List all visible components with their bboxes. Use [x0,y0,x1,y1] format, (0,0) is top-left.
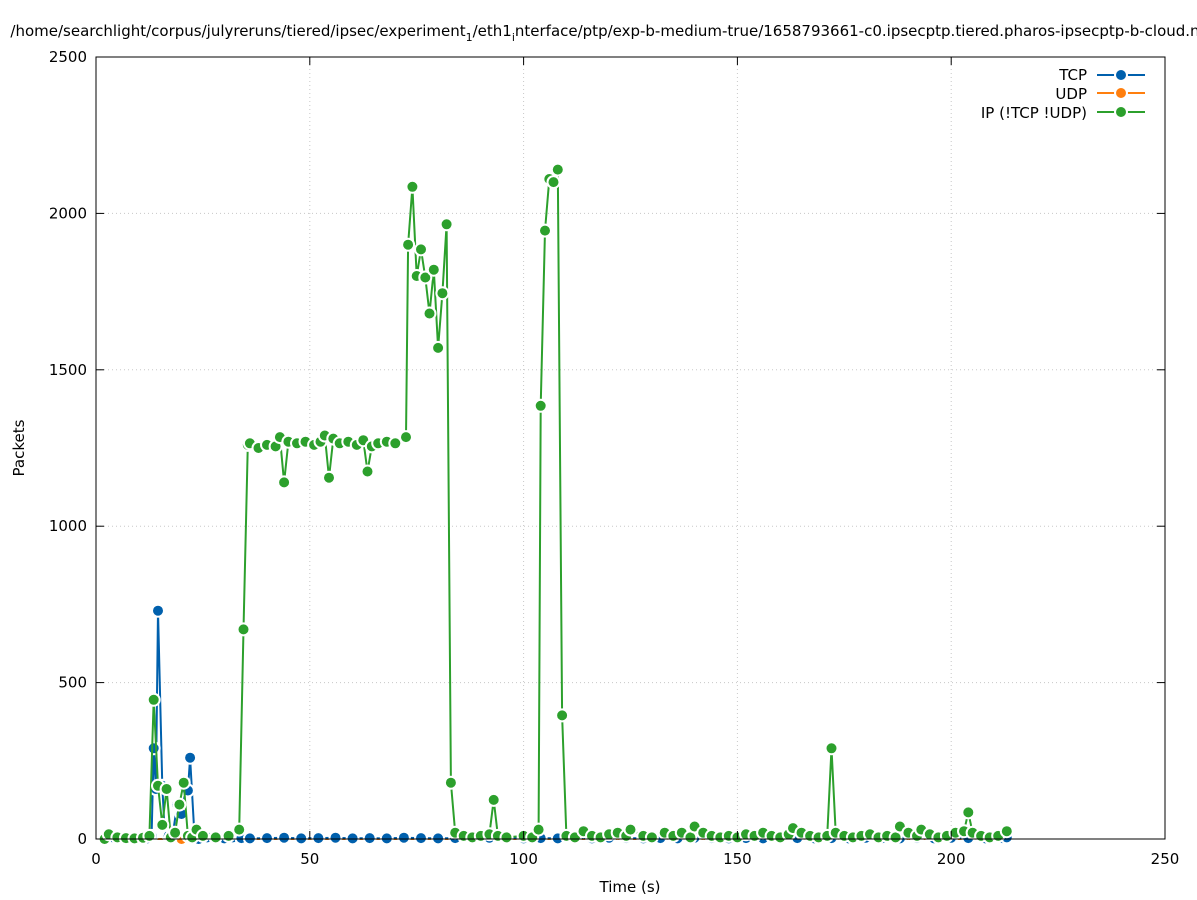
x-axis-label: Time (s) [599,878,661,896]
data-point-tcp [379,831,394,846]
data-point-ip-tcp-udp [277,475,292,490]
data-point-ip-tcp-udp [431,340,446,355]
legend-label-tcp: TCP [1058,66,1087,84]
legend-label-ip: IP (!TCP !UDP) [981,104,1087,122]
data-point-tcp [311,831,326,846]
data-point-ip-tcp-udp [422,306,437,321]
legend: TCP UDP IP (!TCP !UDP) [981,66,1145,122]
data-point-tcp [345,831,360,846]
data-point-ip-tcp-udp [418,270,433,285]
data-point-tcp [362,831,377,846]
data-point-tcp [294,831,309,846]
data-point-ip-tcp-udp [399,430,413,445]
data-point-ip-tcp-udp [405,179,420,194]
x-tick-label: 100 [509,850,538,868]
data-point-ip-tcp-udp [142,828,157,843]
chart-title: /home/searchlight/corpus/julyreruns/tier… [10,22,1197,44]
data-point-ip-tcp-udp [623,822,638,837]
y-axis-label: Packets [10,419,28,476]
data-point-ip-tcp-udp [555,708,570,723]
legend-marker-ip [1114,105,1128,119]
data-point-ip-tcp-udp [999,824,1014,839]
y-tick-label: 2500 [49,48,87,66]
data-point-ip-tcp-udp [824,741,839,756]
chart-title-subscript-2: i [512,31,515,44]
y-tick-label: 2000 [49,204,87,222]
data-point-ip-tcp-udp [538,223,552,238]
data-point-ip-tcp-udp [388,436,403,451]
data-point-ip-tcp-udp [168,825,183,840]
data-point-ip-tcp-udp [961,805,976,820]
data-point-ip-tcp-udp [172,797,187,812]
x-tick-label: 150 [723,850,752,868]
data-point-ip-tcp-udp [435,286,450,301]
x-tick-label: 250 [1151,850,1180,868]
data-point-ip-tcp-udp [499,830,514,845]
data-point-tcp [328,830,343,845]
y-tick-label: 1500 [49,361,87,379]
data-point-ip-tcp-udp [232,822,247,837]
data-point-ip-tcp-udp [208,830,223,845]
data-point-ip-tcp-udp [550,162,565,177]
data-point-ip-tcp-udp [486,792,501,807]
data-point-ip-tcp-udp [155,817,170,832]
data-point-ip-tcp-udp [443,775,458,790]
x-tick-label: 0 [91,850,101,868]
y-tick-label: 500 [58,674,87,692]
data-point-ip-tcp-udp [176,775,191,790]
legend-marker-tcp [1114,68,1128,82]
data-point-ip-tcp-udp [401,237,416,252]
data-point-ip-tcp-udp [322,470,336,485]
data-point-ip-tcp-udp [439,217,454,232]
data-point-tcp [396,830,411,845]
data-point-tcp [146,741,161,756]
data-point-ip-tcp-udp [159,782,174,796]
data-point-ip-tcp-udp [546,175,561,190]
data-point-ip-tcp-udp [195,828,210,843]
legend-marker-udp [1114,86,1128,100]
x-tick-label: 200 [937,850,966,868]
plot-frame [95,56,1166,840]
y-tick-label: 0 [77,830,87,848]
legend-label-udp: UDP [1055,85,1087,103]
data-point-ip-tcp-udp [236,622,251,637]
data-point-tcp [151,603,165,618]
data-point-ip-tcp-udp [531,822,546,837]
y-tick-label: 1000 [49,517,87,535]
chart-title-subscript-1: 1 [466,31,473,44]
data-point-tcp [277,830,292,845]
data-point-ip-tcp-udp [533,398,548,413]
data-point-tcp [183,750,198,765]
data-point-tcp [414,831,428,846]
data-point-ip-tcp-udp [426,262,441,277]
x-tick-label: 50 [300,850,319,868]
data-point-ip-tcp-udp [146,692,161,707]
data-point-ip-tcp-udp [360,464,375,479]
data-point-ip-tcp-udp [414,242,428,257]
data-point-tcp [431,831,446,846]
data-point-tcp [242,831,257,846]
data-point-ip-tcp-udp [644,830,659,845]
data-point-tcp [260,831,274,846]
